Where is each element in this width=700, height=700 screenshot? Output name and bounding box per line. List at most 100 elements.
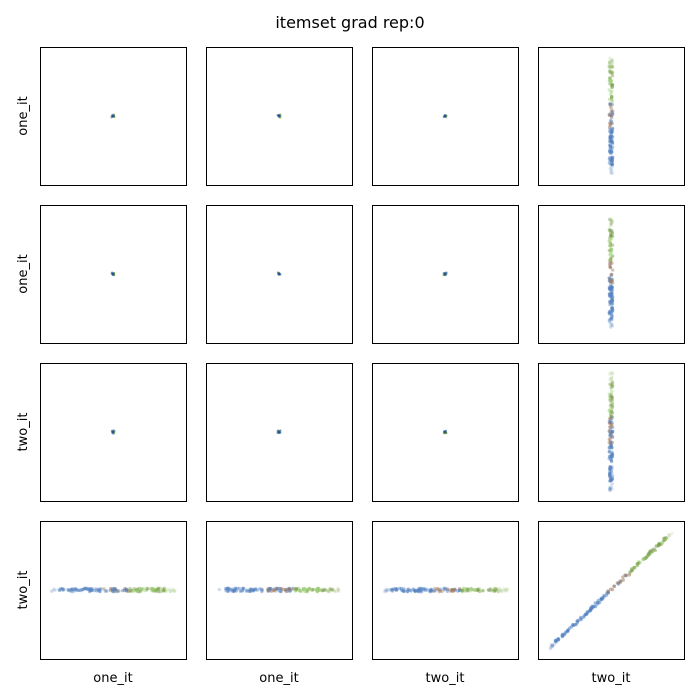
data-point bbox=[610, 115, 614, 119]
data-point bbox=[145, 586, 149, 591]
data-point bbox=[268, 586, 272, 591]
data-point bbox=[287, 588, 291, 592]
panel-r3-c2 bbox=[206, 363, 353, 502]
data-point bbox=[610, 371, 615, 376]
data-point bbox=[607, 97, 612, 102]
data-point bbox=[608, 467, 612, 471]
data-point bbox=[550, 643, 555, 647]
data-point bbox=[610, 155, 614, 160]
data-point bbox=[609, 278, 614, 282]
data-point bbox=[609, 431, 614, 436]
data-point bbox=[608, 134, 612, 138]
panel-r1-c1 bbox=[40, 47, 187, 186]
col-label-1: one_it bbox=[93, 671, 132, 686]
data-point bbox=[610, 279, 615, 283]
data-point bbox=[255, 588, 259, 592]
data-point bbox=[99, 587, 103, 591]
data-point bbox=[135, 589, 139, 594]
data-point bbox=[218, 587, 222, 592]
data-point bbox=[609, 478, 613, 483]
data-point bbox=[548, 647, 552, 651]
data-point bbox=[550, 643, 555, 647]
data-point bbox=[609, 322, 614, 326]
data-point bbox=[610, 429, 615, 434]
data-point bbox=[487, 588, 491, 593]
data-point bbox=[294, 587, 299, 591]
col-label-2: one_it bbox=[259, 671, 298, 686]
data-point bbox=[550, 643, 555, 648]
data-point bbox=[608, 233, 613, 237]
data-point bbox=[609, 256, 613, 261]
data-point bbox=[608, 294, 612, 298]
data-point bbox=[585, 610, 590, 615]
data-point bbox=[610, 234, 615, 239]
data-point bbox=[283, 588, 287, 592]
data-point bbox=[667, 533, 672, 538]
data-point bbox=[607, 392, 612, 396]
data-point bbox=[609, 409, 614, 413]
data-point bbox=[154, 588, 159, 593]
data-point bbox=[610, 395, 614, 399]
data-point bbox=[632, 565, 636, 570]
data-point bbox=[610, 411, 614, 415]
data-point bbox=[565, 629, 570, 633]
data-point bbox=[471, 587, 475, 592]
data-point bbox=[302, 587, 306, 592]
data-point bbox=[608, 413, 613, 417]
data-point bbox=[609, 418, 613, 422]
data-point bbox=[610, 85, 614, 89]
data-point bbox=[610, 429, 615, 434]
data-point bbox=[395, 588, 399, 592]
data-point bbox=[76, 588, 81, 592]
data-point bbox=[316, 587, 320, 591]
data-point bbox=[458, 588, 463, 592]
data-point bbox=[164, 589, 168, 593]
data-point bbox=[460, 588, 464, 592]
data-point bbox=[390, 587, 394, 592]
data-point bbox=[172, 589, 177, 593]
data-point bbox=[400, 588, 404, 592]
data-point bbox=[150, 586, 155, 591]
data-point bbox=[609, 272, 613, 277]
data-point bbox=[307, 587, 311, 591]
data-point bbox=[244, 589, 249, 593]
data-point bbox=[607, 473, 612, 477]
data-point bbox=[609, 234, 613, 238]
data-point bbox=[151, 588, 155, 592]
data-point bbox=[608, 285, 613, 289]
data-point bbox=[608, 262, 613, 266]
data-point bbox=[607, 60, 612, 64]
data-point bbox=[83, 586, 87, 590]
data-point bbox=[609, 440, 613, 444]
data-point bbox=[311, 587, 316, 592]
data-point bbox=[608, 136, 612, 140]
data-point bbox=[438, 588, 442, 593]
data-point bbox=[503, 589, 507, 593]
data-point bbox=[315, 588, 319, 593]
data-point bbox=[131, 588, 135, 592]
data-point bbox=[607, 429, 611, 433]
data-point bbox=[293, 587, 297, 591]
data-point bbox=[610, 281, 615, 285]
data-point bbox=[241, 589, 245, 593]
data-point bbox=[227, 587, 231, 592]
data-point bbox=[171, 589, 175, 593]
data-point bbox=[610, 102, 615, 107]
data-point bbox=[486, 588, 491, 592]
data-point bbox=[610, 272, 614, 277]
data-point bbox=[472, 588, 476, 592]
data-point bbox=[123, 587, 128, 591]
data-point bbox=[608, 259, 612, 264]
data-point bbox=[66, 588, 71, 592]
data-point bbox=[388, 588, 392, 592]
data-point bbox=[608, 479, 612, 483]
data-point bbox=[608, 155, 612, 160]
data-point bbox=[400, 588, 404, 592]
data-point bbox=[475, 587, 479, 592]
data-point bbox=[609, 273, 614, 278]
data-point bbox=[610, 301, 615, 306]
data-point bbox=[608, 277, 612, 281]
data-point bbox=[610, 401, 615, 406]
data-point bbox=[448, 589, 453, 593]
data-point bbox=[303, 586, 307, 590]
